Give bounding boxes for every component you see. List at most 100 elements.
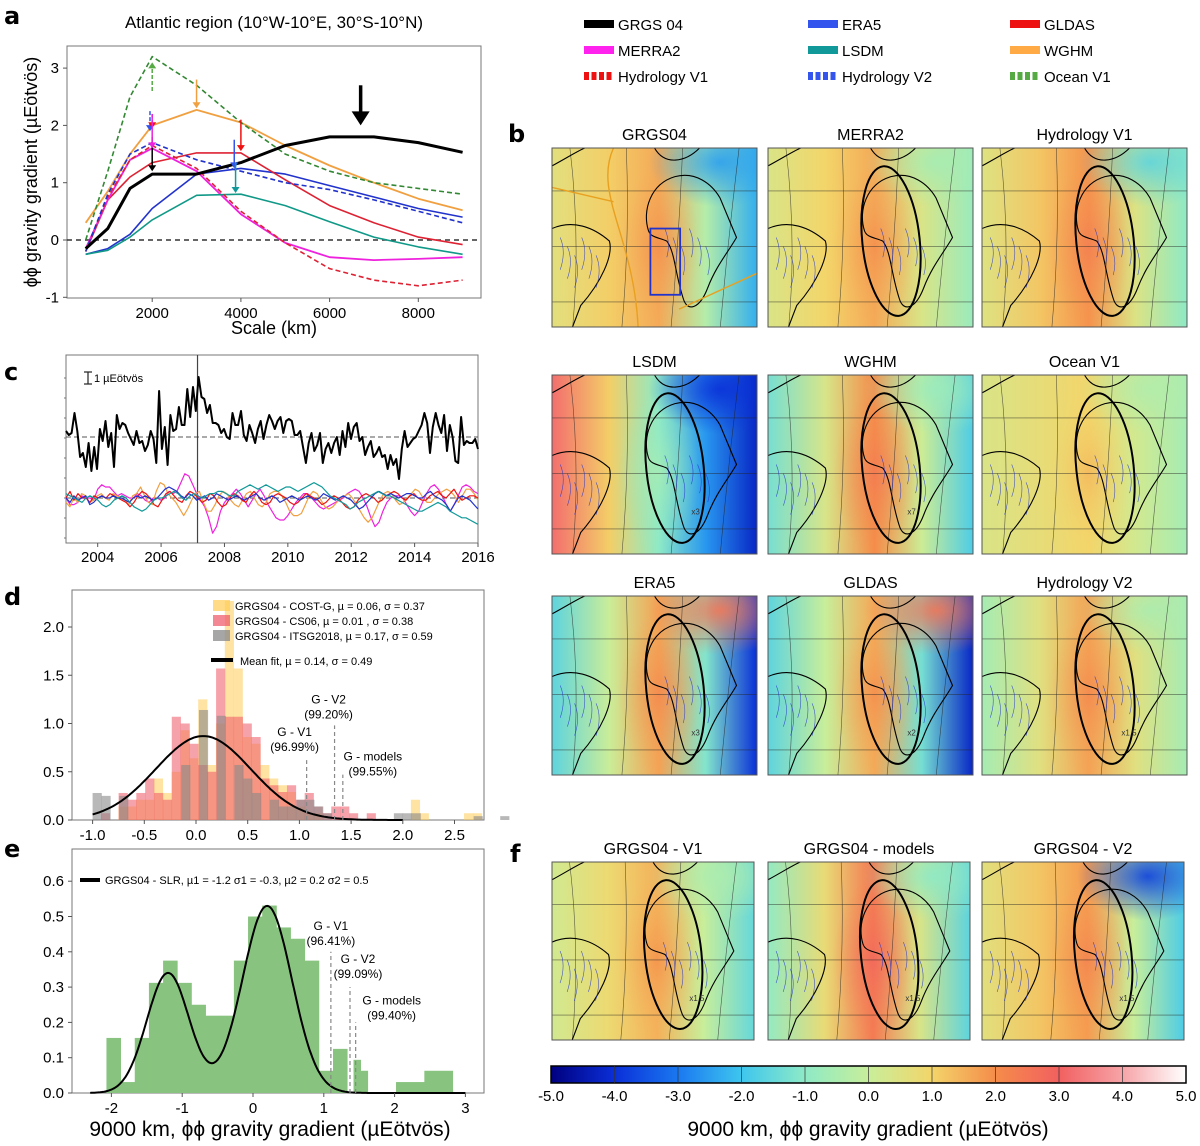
hist-bar [101, 795, 111, 820]
map-title: GRGS04 - V2 [1034, 841, 1133, 858]
river [581, 685, 586, 718]
hist-bar [207, 771, 217, 820]
river [775, 685, 780, 718]
coastline-africa [1075, 622, 1168, 756]
graticule-meridian [785, 148, 793, 327]
graticule-meridian [1051, 596, 1058, 775]
map-body [768, 148, 973, 327]
hist-bar [224, 716, 235, 820]
river [996, 959, 1001, 993]
river [789, 968, 794, 1001]
hist-bar [340, 806, 350, 820]
x-tick-label: 3 [461, 1100, 469, 1117]
coastline-north-america [768, 375, 802, 394]
coastline-europe [1084, 375, 1130, 388]
map-body [552, 375, 757, 554]
river [1011, 685, 1016, 718]
river [811, 968, 815, 1001]
graticule-meridian [999, 148, 1007, 327]
hist-bar [314, 806, 324, 820]
hist-bar [366, 813, 376, 820]
map-frame [767, 147, 974, 328]
hist-bar [269, 799, 279, 820]
river [680, 694, 686, 724]
river [797, 950, 801, 984]
legend-label: Ocean V1 [1044, 69, 1111, 86]
river [896, 246, 902, 276]
y-tick-label: 1.5 [43, 667, 64, 684]
legend-item: Hydrology V2 [808, 69, 932, 86]
legend-label: GRGS04 - CS06, µ = 0.01 , σ = 0.38 [235, 616, 413, 628]
y-tick-label: 0.4 [43, 944, 64, 961]
scale-bar: 1 µEötvös [84, 371, 144, 385]
y-tick-label: 0.5 [43, 764, 64, 781]
map-panel: Ocean V1 [981, 354, 1188, 555]
graticule-meridian [999, 862, 1006, 1040]
coastline-north-america [982, 375, 1016, 394]
fit-curve [92, 735, 403, 821]
legend-swatch-dash [1032, 72, 1038, 80]
threshold-label: G - V2 [311, 692, 346, 706]
hist-bar [205, 1015, 221, 1093]
river [1094, 228, 1099, 258]
series-line-merra2 [84, 147, 463, 262]
graticule-meridian [936, 596, 956, 775]
colorbar-tick-label: 0.0 [858, 1088, 879, 1105]
x-tick-label: 2000 [136, 305, 169, 322]
hist-bar [464, 813, 474, 820]
map-body [552, 862, 754, 1040]
panel-a-scale-plot: Atlantic region (10°W-10°E, 30°S-10°N) 2… [21, 13, 482, 338]
river [775, 464, 780, 497]
coastline-europe [654, 596, 700, 609]
arrow-head [148, 62, 157, 69]
graticule-meridian [884, 862, 898, 1040]
x-tick-label: 2.0 [392, 827, 413, 844]
map-panel: GRGS04 [551, 127, 758, 328]
map-panel: GRGS04 - V2 x1.5 [981, 841, 1185, 1041]
map-body [552, 596, 757, 775]
coastline-south-america [552, 451, 611, 554]
coastline-north-america [982, 596, 1016, 615]
coastline-north-america [552, 148, 586, 167]
series-line-merra2 [65, 473, 479, 534]
x-tick-label: -0.5 [131, 827, 157, 844]
river [697, 237, 702, 267]
coastline-south-america [768, 672, 827, 775]
river [1133, 959, 1138, 989]
legend-swatch-fit [80, 878, 100, 882]
legend-item: ERA5 [808, 17, 881, 34]
river [989, 950, 994, 984]
colorbar-tick-label: -3.0 [665, 1088, 691, 1105]
graticule-meridian [886, 375, 899, 554]
series-line-era5 [85, 167, 463, 256]
hist-bar [127, 799, 137, 820]
coastline-south-america [552, 937, 610, 1040]
threshold-label: G - V1 [314, 919, 349, 933]
river [1094, 676, 1099, 706]
hist-bar [145, 778, 155, 820]
series-line-grgs-04 [84, 135, 463, 250]
map-panel: MERRA2 [767, 127, 974, 328]
map-scale-label: x1.5 [1121, 729, 1137, 738]
hist-bar [402, 813, 412, 820]
river [1110, 473, 1116, 503]
hist-bar [304, 960, 320, 1093]
river [1127, 237, 1132, 267]
legend-label: Hydrology V2 [842, 69, 932, 86]
hist-bar [411, 813, 421, 820]
hist-bar [181, 764, 191, 820]
map-title: GRGS04 - models [804, 841, 935, 858]
graticule-meridian [1051, 375, 1058, 554]
map-body [768, 375, 973, 554]
legend-item: Ocean V1 [1010, 69, 1111, 86]
map-panel: GRGS04 - V1 x1.5 [551, 841, 755, 1041]
graticule-meridian [1050, 862, 1057, 1040]
legend-label-fit: GRGS04 - SLR, µ1 = -1.2 σ1 = -0.3, µ2 = … [105, 875, 369, 887]
x-tick-label: 6000 [313, 305, 346, 322]
legend-swatch-dash [591, 72, 597, 80]
river [566, 959, 571, 993]
hist-bar [419, 813, 429, 820]
hist-bar [119, 795, 129, 820]
map-panel: GLDAS x2 [767, 575, 974, 776]
region-box [649, 227, 682, 296]
